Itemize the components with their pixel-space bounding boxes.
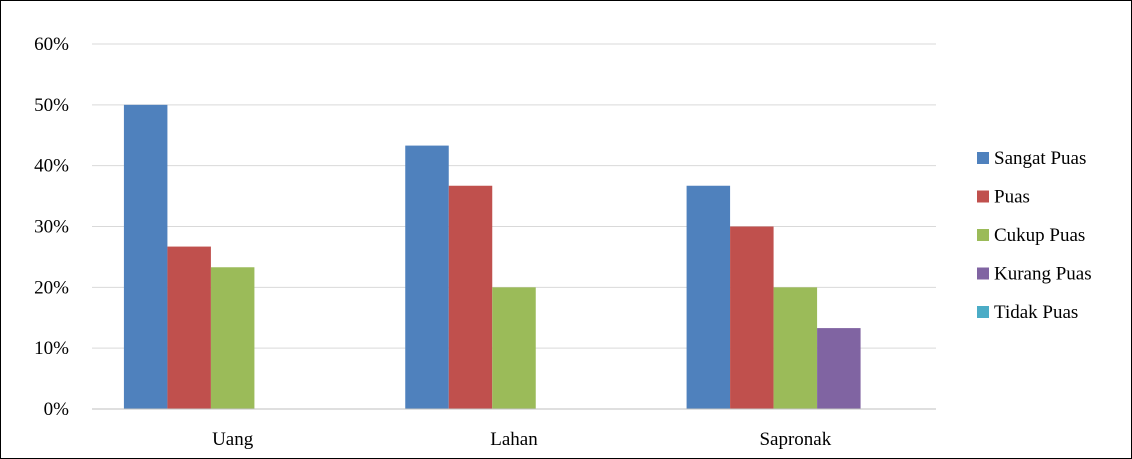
bars xyxy=(123,104,861,409)
x-tick-label: Sapronak xyxy=(759,429,831,450)
x-tick-label: Uang xyxy=(212,429,254,450)
y-tick-label: 30% xyxy=(34,217,69,238)
legend-label: Cukup Puas xyxy=(994,225,1085,246)
y-tick-label: 50% xyxy=(34,95,69,116)
bar-puas xyxy=(730,226,774,409)
legend-swatch xyxy=(977,152,989,164)
legend-swatch xyxy=(977,267,989,280)
legend: Sangat Puas Puas Cukup Puas Kurang Puas Tida… xyxy=(977,148,1092,323)
y-axis-tick-labels: 0% 10% 20% 30% 40% 50% 60% xyxy=(34,34,69,420)
legend-swatch xyxy=(977,190,989,203)
bar-cukup-puas xyxy=(773,287,818,409)
y-tick-label: 20% xyxy=(34,277,69,298)
legend-swatch xyxy=(977,229,989,241)
bar-puas xyxy=(167,246,211,409)
bar-sangat-puas xyxy=(405,145,449,409)
y-tick-label: 0% xyxy=(44,399,70,420)
bar-puas xyxy=(448,185,493,409)
bar-kurang-puas xyxy=(817,328,861,409)
bar-sangat-puas xyxy=(686,185,731,409)
legend-label: Kurang Puas xyxy=(994,264,1092,285)
bar-cukup-puas xyxy=(492,287,536,409)
x-tick-label: Lahan xyxy=(490,429,538,450)
legend-swatch xyxy=(977,306,989,318)
legend-label: Tidak Puas xyxy=(994,302,1078,323)
y-tick-label: 10% xyxy=(34,338,69,359)
bar-cukup-puas xyxy=(210,267,255,409)
legend-label: Sangat Puas xyxy=(994,148,1086,169)
y-tick-label: 60% xyxy=(34,34,69,55)
x-axis-tick-labels: Uang Lahan Sapronak xyxy=(212,429,832,450)
bar-sangat-puas xyxy=(123,104,168,409)
y-tick-label: 40% xyxy=(34,156,69,177)
legend-label: Puas xyxy=(994,187,1030,208)
